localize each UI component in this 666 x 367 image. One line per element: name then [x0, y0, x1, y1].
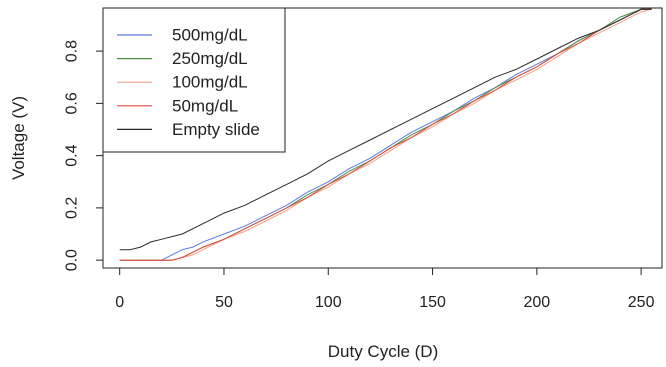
x-tick-label: 250: [628, 294, 655, 311]
y-axis: 0.0 0.2 0.4 0.6 0.8: [64, 40, 104, 271]
x-tick-label: 150: [419, 294, 446, 311]
legend-box: [102, 7, 286, 153]
x-tick-label: 200: [523, 294, 550, 311]
series-line-3: [119, 8, 652, 261]
x-axis-title: Duty Cycle (D): [328, 342, 439, 361]
y-tick-label: 0.6: [64, 92, 81, 114]
series-line-2: [119, 8, 652, 261]
y-tick-label: 0.8: [64, 40, 81, 62]
y-tick-label: 0.4: [64, 144, 81, 166]
series-layer: [119, 8, 652, 261]
x-tick-label: 100: [315, 294, 342, 311]
legend-label: 250mg/dL: [172, 49, 248, 68]
x-tick-label: 50: [215, 294, 233, 311]
x-axis: 0 50 100 150 200 250: [115, 267, 655, 311]
legend-label: 100mg/dL: [172, 73, 248, 92]
y-axis-title: Voltage (V): [9, 96, 28, 180]
legend: 500mg/dL 250mg/dL 100mg/dL 50mg/dL Empty sli…: [102, 7, 286, 153]
legend-label: 500mg/dL: [172, 26, 248, 45]
y-tick-label: 0.0: [64, 249, 81, 271]
y-tick-label: 0.2: [64, 197, 81, 219]
series-line-4: [119, 8, 652, 251]
x-tick-label: 0: [115, 294, 124, 311]
legend-label: 50mg/dL: [172, 96, 238, 115]
legend-label: Empty slide: [172, 120, 260, 139]
